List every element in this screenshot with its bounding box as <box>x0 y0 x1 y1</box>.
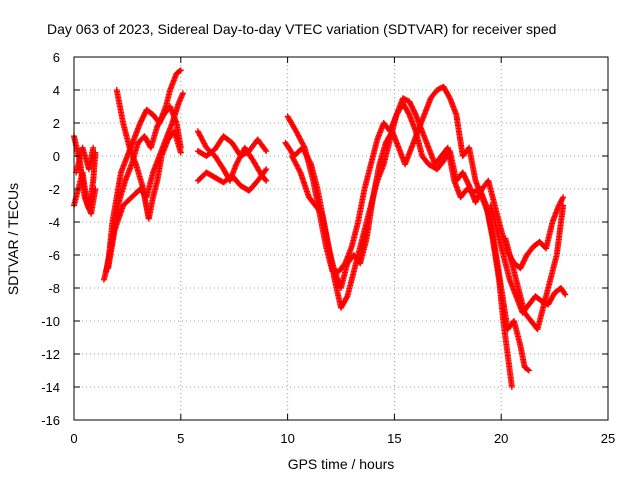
data-point <box>560 194 567 201</box>
y-tick-label: -14 <box>41 380 60 395</box>
x-axis-label: GPS time / hours <box>288 456 395 472</box>
data-point <box>525 367 532 374</box>
series-track-7 <box>113 87 184 222</box>
series-track-10 <box>194 166 270 194</box>
x-tick-label: 15 <box>387 431 401 446</box>
data-point <box>263 148 270 155</box>
gridlines <box>74 57 608 420</box>
axis-ticks <box>73 56 609 421</box>
data-point <box>262 176 269 183</box>
x-tick-label: 20 <box>494 431 508 446</box>
y-tick-label: 4 <box>53 83 60 98</box>
y-tick-label: -4 <box>48 215 60 230</box>
data-point <box>92 186 99 192</box>
data-point <box>90 144 97 151</box>
y-tick-label: -8 <box>48 281 60 296</box>
data-point <box>177 149 184 156</box>
data-point <box>343 294 350 301</box>
x-tick-label: 25 <box>601 431 615 446</box>
y-tick-label: -12 <box>41 347 60 362</box>
series-track-14 <box>487 202 569 316</box>
y-axis-label: SDTVAR / TECUs <box>5 183 21 295</box>
chart-title: Day 063 of 2023, Sidereal Day-to-day VTE… <box>47 21 556 37</box>
data-point <box>262 167 269 174</box>
series-track-3 <box>73 144 97 176</box>
series-track-15 <box>502 202 567 333</box>
y-tick-label: -2 <box>48 182 60 197</box>
x-tick-label: 10 <box>280 431 294 446</box>
data-point <box>179 90 186 97</box>
data-point <box>508 384 515 390</box>
data-point <box>524 366 531 373</box>
y-tick-label: 0 <box>53 149 60 164</box>
x-tick-label: 0 <box>70 431 77 446</box>
data-point <box>560 202 567 209</box>
y-tick-labels: -16 -14 -12 -10 -8 -6 -4 -2 0 2 4 6 <box>41 50 60 428</box>
series-track-13 <box>288 83 532 374</box>
data-point <box>562 291 569 298</box>
series-track-11 <box>282 95 515 390</box>
data-point <box>262 146 269 153</box>
x-tick-labels: 0 5 10 15 20 25 <box>70 431 615 446</box>
data-point <box>176 68 183 75</box>
y-tick-label: -16 <box>41 413 60 428</box>
data-point <box>561 290 568 297</box>
y-tick-label: 2 <box>53 116 60 131</box>
data-points <box>71 67 569 390</box>
data-point <box>263 177 270 184</box>
x-tick-label: 5 <box>177 431 184 446</box>
data-point <box>263 166 270 173</box>
data-point <box>177 67 184 74</box>
series-track-6 <box>105 90 186 272</box>
y-tick-label: -6 <box>48 248 60 263</box>
data-point <box>317 209 324 216</box>
data-point <box>405 110 412 117</box>
y-tick-label: 6 <box>53 50 60 65</box>
plot-frame <box>73 56 609 421</box>
y-tick-label: -10 <box>41 314 60 329</box>
series-track-9 <box>194 133 270 159</box>
data-point <box>446 93 453 100</box>
